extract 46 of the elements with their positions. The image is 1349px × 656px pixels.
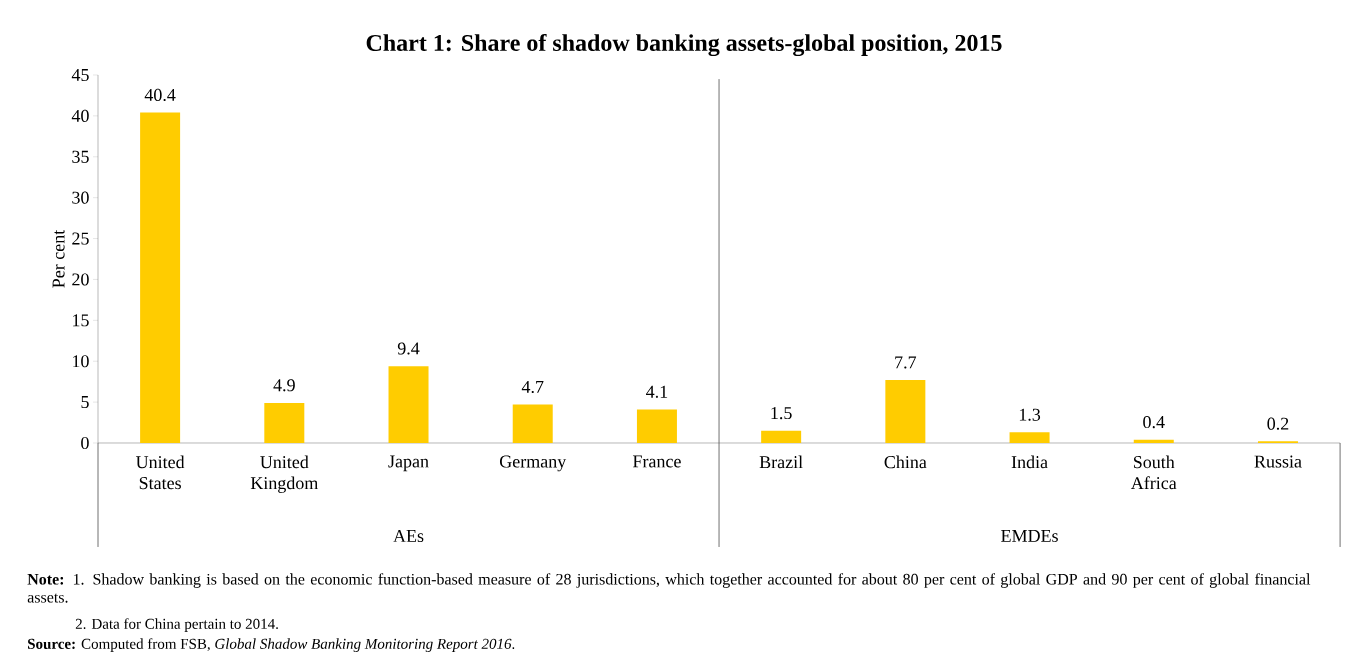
bar (512, 404, 553, 443)
data-label: 1.5 (771, 407, 792, 420)
data-label: 0.4 (1143, 415, 1165, 429)
y-tick-label: 35 (72, 150, 89, 163)
y-tick-label: 0 (81, 436, 89, 450)
x-tick-label: France (632, 455, 681, 468)
x-tick-label: Germany (499, 455, 567, 472)
y-tick-label: 20 (72, 273, 89, 286)
text: Note: 1. Shadow banking is based on the economic function-based measure of 28 jurisdictions, which together accounted for about 80 per cent of global GDP and 90 per cent of global financial assets. (27, 573, 1311, 603)
data-label: 4.1 (646, 385, 668, 398)
bar (885, 380, 926, 443)
y-tick-label: 45 (71, 68, 89, 82)
x-tick-label: Russia (1254, 455, 1302, 468)
text: Source: Computed from FSB, Global Shadow Banking Monitoring Report 2016. (28, 638, 515, 652)
data-label: 40.4 (144, 88, 176, 102)
x-tick-label: South Africa (1130, 455, 1177, 490)
y-tick-label: 25 (72, 232, 89, 245)
chart-title: Chart 1: Share of shadow banking assets-global position, 2015 (366, 33, 1002, 57)
text: EMDEs (1001, 530, 1058, 542)
bar (140, 112, 181, 443)
bar (1133, 439, 1174, 443)
x-tick-label: United Kingdom (250, 455, 319, 493)
y-tick-label: 30 (72, 191, 89, 204)
x-tick-label: Brazil (759, 455, 803, 469)
data-label: 4.9 (273, 379, 295, 392)
y-tick-label: 15 (73, 314, 89, 327)
x-tick-label: India (1011, 455, 1048, 469)
bar (264, 402, 305, 443)
x-tick-label: Japan (388, 455, 429, 472)
y-tick-label: 40 (71, 109, 89, 122)
bar (761, 430, 802, 443)
text: 2. Data for China pertain to 2014. (75, 618, 278, 632)
x-tick-label: United States (135, 455, 185, 490)
y-axis-title: Per cent (52, 229, 65, 288)
bar (1009, 432, 1050, 443)
data-label: 0.2 (1267, 417, 1289, 430)
text: AEs (393, 529, 424, 543)
data-label: 9.4 (397, 342, 420, 355)
bar (636, 409, 677, 443)
y-tick-label: 5 (81, 396, 89, 409)
x-tick-label: China (884, 455, 927, 469)
data-label: 7.7 (895, 356, 917, 369)
data-label: 1.3 (1019, 408, 1041, 421)
data-label: 4.7 (521, 380, 544, 394)
bar (388, 366, 429, 443)
y-tick-label: 10 (73, 355, 89, 368)
